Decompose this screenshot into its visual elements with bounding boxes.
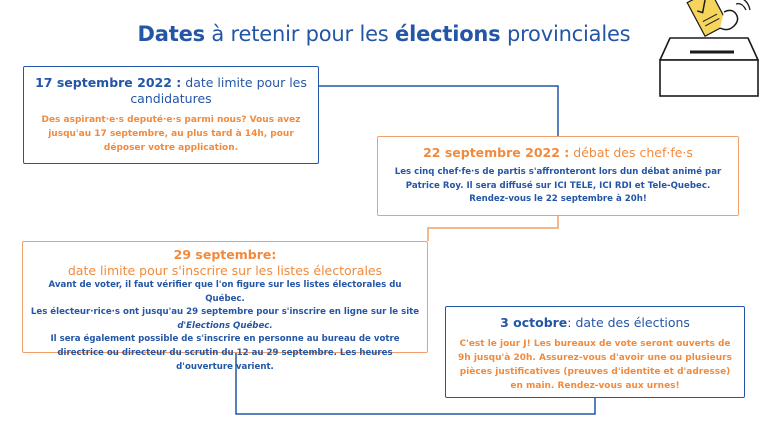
card-body-channels: ICI TELE, ICI RDI [554,180,632,191]
card-date: 22 septembre 2022 : [423,145,570,160]
card-body-line: Avant de voter, il faut vérifier que l'o… [48,280,402,304]
card-label: date limite pour les candidatures [130,75,307,106]
card-heading: 22 septembre 2022 : débat des chef·fe·s [386,145,730,161]
voter-registration-card: 29 septembre: date limite pour s'inscrir… [22,241,428,372]
card-label: débat des chef·fe·s [569,145,693,160]
card-body-part3: et Tele-Quebec. Rendez-vous le 22 septem… [469,180,711,205]
election-day-card: 3 octobre: date des élections C'est le j… [445,306,745,398]
title-middle: à retenir pour les [204,22,396,46]
card-body-part1: Les cinq chef·fe·s de partis s'affronter… [394,167,722,191]
deadline-candidacies-card: 17 septembre 2022 : date limite pour les… [23,66,319,164]
leaders-debate-card: 22 septembre 2022 : débat des chef·fe·s … [377,136,739,216]
card-date: 29 septembre: [173,247,277,262]
card-heading: 29 septembre: [29,247,421,263]
card-date: 17 septembre 2022 : [35,75,182,90]
card-body: Les cinq chef·fe·s de partis s'affronter… [386,166,730,207]
card-body: Avant de voter, il faut vérifier que l'o… [29,279,421,374]
card-heading: 17 septembre 2022 : date limite pour les… [34,75,308,107]
card-body: C'est le jour J! Les bureaux de vote ser… [458,339,732,391]
card-body-line: Les électeur·rice·s ont jusqu'au 29 sept… [30,307,420,318]
page-title: Dates à retenir pour les élections provi… [0,22,768,46]
card-body-line: d'Elections Québec. [29,320,421,334]
card-label: date limite pour s'inscrire sur les list… [67,263,383,278]
card-heading: 3 octobre: date des élections [454,315,736,331]
card-body-line: Il sera également possible de s'inscrire… [50,334,400,372]
card-body: Des aspirant·e·s deputé·e·s parmi nous? … [41,115,301,153]
title-dates: Dates [137,22,206,46]
title-end: provinciales [500,22,631,46]
ballot-box-icon [659,0,759,97]
elections-quebec-text: d'Elections Québec. [177,320,273,331]
title-elections: élections [395,22,501,46]
card-date: 3 octobre [500,315,568,330]
card-label: : date des élections [567,315,690,330]
